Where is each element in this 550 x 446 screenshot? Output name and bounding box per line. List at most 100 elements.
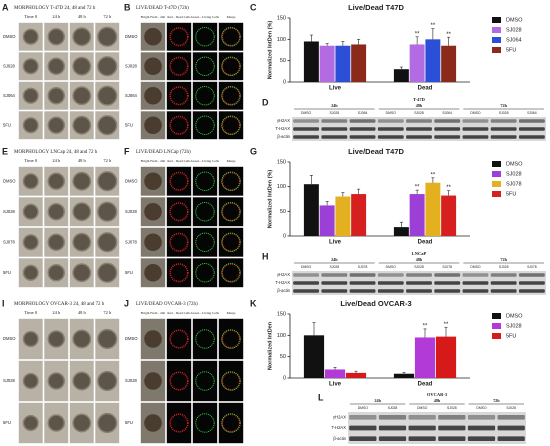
blot-band: [377, 281, 404, 285]
blot-row-label: β-actin: [277, 288, 290, 293]
row-label: SJ028: [3, 209, 16, 214]
bar: [324, 369, 346, 378]
spheroid: [47, 414, 66, 432]
legend-label: SJ064: [506, 37, 522, 43]
spheroid: [22, 414, 39, 432]
blot-band: [377, 289, 404, 293]
blot-band: [518, 281, 545, 285]
blot-band: [467, 425, 496, 431]
lane-label: SJ028: [499, 265, 509, 269]
spheroid: [144, 263, 162, 282]
y-axis-label: Normalized IntDen: [267, 321, 273, 370]
spheroid: [144, 86, 162, 105]
y-tick-label: 0: [283, 233, 286, 239]
row-label: SJ064: [125, 93, 138, 98]
spheroid: [47, 116, 66, 135]
blot-band: [377, 273, 404, 277]
bar: [303, 41, 319, 82]
panel-label: E: [2, 146, 8, 156]
live-stain: [221, 232, 241, 252]
live-stain: [221, 329, 241, 349]
blot-title: T-47D: [413, 97, 426, 102]
x-tick-label: Dead: [418, 86, 433, 92]
bar: [335, 45, 351, 82]
blot-time: 24h: [331, 257, 338, 262]
blot-band: [321, 127, 348, 131]
spheroid: [144, 233, 162, 252]
spheroid: [47, 27, 66, 46]
legend-label: SJ028: [506, 171, 522, 177]
blot-band: [467, 414, 496, 420]
blot-row-label: T-H2AX: [331, 425, 346, 430]
blot-band: [462, 119, 489, 123]
row-label: DMSO: [3, 34, 16, 39]
live-stain: [195, 171, 215, 191]
row-label: 5FU: [125, 122, 133, 127]
lane-label: SJ028: [499, 111, 509, 115]
bar: [319, 205, 335, 236]
bar: [345, 372, 367, 378]
lane-label: DMSO: [476, 406, 487, 410]
spheroid: [97, 56, 118, 77]
live-stain: [195, 27, 215, 47]
blot-time: 72h: [500, 257, 507, 262]
y-tick-label: 100: [277, 184, 286, 190]
spheroid: [72, 171, 92, 191]
column-header: 48 h: [78, 310, 87, 315]
significance: **: [431, 172, 436, 178]
column-header: Merge: [227, 15, 236, 19]
dead-stain: [169, 56, 189, 76]
lane-label: DMSO: [470, 111, 481, 115]
blot-time: 24h: [374, 398, 381, 403]
blot-band: [349, 425, 377, 431]
lane-label: SJ064: [358, 111, 368, 115]
blot-band: [490, 289, 517, 293]
micrograph: [192, 360, 218, 402]
y-axis-label: Normalized IntDen (%): [267, 21, 273, 80]
blot-time: 72h: [493, 398, 500, 403]
bar: [425, 39, 441, 82]
micrograph: [192, 166, 218, 196]
column-header: Red - Dead Cells: [167, 159, 191, 163]
spheroid: [72, 202, 92, 222]
bar: [351, 194, 367, 236]
bar: [335, 196, 351, 236]
spheroid: [97, 171, 118, 192]
panel-label: A: [2, 2, 9, 12]
dead-stain: [169, 86, 189, 106]
column-header: 72 h: [103, 158, 112, 163]
blot-time: 48h: [434, 398, 441, 403]
y-tick-label: 150: [277, 311, 286, 317]
lane-label: DMSO: [386, 265, 397, 269]
blot-band: [349, 127, 376, 131]
spheroid: [47, 57, 66, 76]
blot-band: [434, 127, 461, 131]
panel-label: L: [318, 392, 324, 402]
live-stain: [195, 202, 215, 222]
column-header: Bright Field - 24h: [141, 159, 166, 163]
spheroid: [144, 330, 162, 348]
significance: **: [444, 322, 449, 328]
blot-time: 48h: [416, 257, 423, 262]
y-tick-label: 100: [277, 333, 286, 339]
lane-label: DMSO: [386, 111, 397, 115]
panel-label: J: [124, 298, 129, 308]
spheroid: [97, 328, 118, 350]
blot-band: [321, 289, 348, 293]
lane-label: SJ078: [527, 265, 537, 269]
live-stain: [195, 232, 215, 252]
lane-label: SJ078: [442, 265, 452, 269]
y-tick-label: 0: [283, 79, 286, 85]
bar: [441, 45, 457, 82]
blot-band: [349, 135, 376, 139]
blot-row-label: β-actin: [277, 134, 290, 139]
blot-row-label: T-H2AX: [275, 280, 290, 285]
legend-swatch: [492, 27, 501, 33]
legend-swatch: [492, 191, 501, 197]
blot-band: [462, 289, 489, 293]
spheroid: [97, 85, 118, 106]
lane-label: SJ064: [527, 111, 537, 115]
spheroid: [22, 264, 39, 281]
blot-band: [321, 281, 348, 285]
blot-band: [462, 273, 489, 277]
